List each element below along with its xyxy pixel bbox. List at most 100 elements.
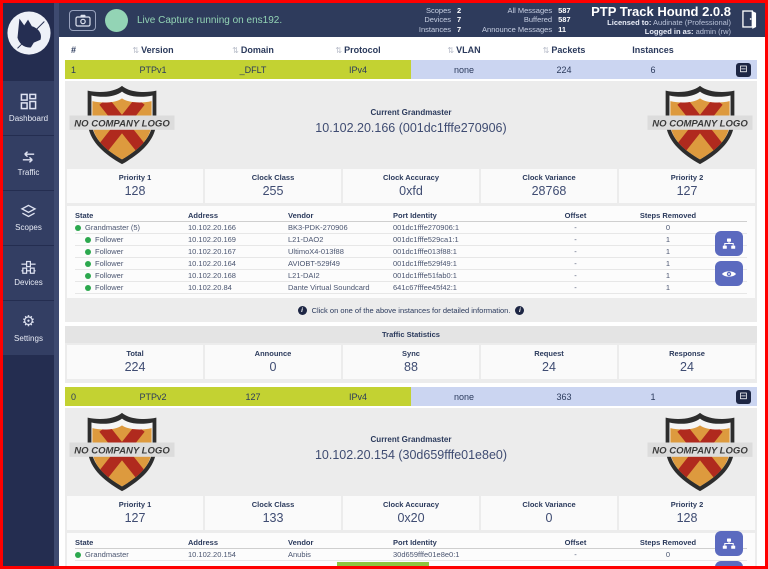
- company-logo-shield: NO COMPANY LOGO: [69, 85, 175, 165]
- stat-label: Buffered: [523, 15, 553, 25]
- header-counts: Scopes 2 Devices 7 Instances 7: [419, 6, 473, 35]
- sidebar-item-settings[interactable]: ⚙ Settings: [3, 301, 54, 356]
- state-table-header: State Address Vendor Port Identity Offset S…: [75, 536, 747, 549]
- stat-label: All Messages: [507, 5, 553, 15]
- stat-value: 7: [457, 24, 462, 34]
- stat-clock-variance: Clock Variance 28768: [481, 169, 617, 203]
- cell-version: PTPv1: [139, 64, 167, 75]
- dashboard-content: # ⇅ Version ⇅ Domain ⇅ Protocol ⇅ VLAN ⇅ Pack…: [59, 37, 765, 566]
- stat-priority1: Priority 1 128: [67, 169, 203, 203]
- stat-label: Scopes: [426, 5, 452, 15]
- header-message-counts: All Messages 587 Buffered 587 Announce Mes…: [482, 6, 574, 35]
- stat-priority2: Priority 2 128: [619, 496, 755, 530]
- instances-hint: i Click on one of the above instances fo…: [65, 298, 757, 322]
- state-row-grandmaster[interactable]: Grandmaster (5) 10.102.20.166 BK3-PDK-270…: [75, 222, 747, 234]
- stat-announce: Announce 0: [205, 345, 341, 379]
- sort-icon: ⇅: [447, 46, 455, 55]
- cell-protocol: IPv4: [348, 391, 367, 402]
- sidebar-item-scopes[interactable]: Scopes: [3, 191, 54, 246]
- screenshot-button[interactable]: [69, 9, 96, 31]
- stat-clock-variance: Clock Variance 0: [481, 496, 617, 530]
- cell-domain: 127: [245, 391, 261, 402]
- cell-packets: 224: [556, 64, 572, 75]
- stat-clock-class: Clock Class 133: [205, 496, 341, 530]
- grandmaster-value: 10.102.20.154 (30d659fffe01e8e0): [314, 448, 508, 462]
- watch-button[interactable]: [715, 261, 743, 286]
- state-row-follower[interactable]: Follower 10.102.20.168 L21-DAI2 001dc1fff…: [75, 270, 747, 282]
- sidebar-item-traffic[interactable]: Traffic: [3, 136, 54, 191]
- state-row-follower[interactable]: Follower 10.102.20.169 L21-DAO2 001dc1fff…: [75, 234, 747, 246]
- column-header-packets[interactable]: ⇅ Packets: [542, 45, 586, 55]
- sidebar-item-label: Traffic: [17, 167, 40, 177]
- cell-num: 0: [71, 391, 77, 402]
- stat-total: Total 224: [67, 345, 203, 379]
- sidebar-item-label: Settings: [14, 333, 43, 343]
- cell-packets: 363: [556, 391, 572, 402]
- license-info: Licensed to: Audinate (Professional): [607, 17, 731, 27]
- app-logo[interactable]: [3, 3, 54, 81]
- instance-detail-ptpv2: NO COMPANY LOGO NO COMPANY LOGO Current …: [65, 408, 757, 566]
- traffic-statistics: Traffic Statistics Total 224 Announce 0 Sy…: [65, 326, 757, 383]
- stat-priority1: Priority 1 127: [67, 496, 203, 530]
- state-row-follower[interactable]: Follower 10.102.20.167 UltimoX4-013f88 00…: [75, 246, 747, 258]
- logout-door-icon: [742, 9, 757, 29]
- status-dot: [85, 284, 91, 291]
- sidebar-item-dashboard[interactable]: Dashboard: [3, 81, 54, 136]
- instance-detail-ptpv1: NO COMPANY LOGO NO COMPANY LOGO Current …: [65, 81, 757, 322]
- stat-value: 7: [457, 15, 462, 25]
- status-dot: [85, 272, 91, 279]
- app-title: PTP Track Hound 2.0.8: [591, 3, 731, 19]
- cell-domain: _DFLT: [239, 64, 267, 75]
- logout-button[interactable]: [740, 9, 759, 32]
- traffic-arrows-icon: [22, 150, 35, 163]
- sort-icon: ⇅: [232, 46, 239, 55]
- column-header-vlan[interactable]: ⇅ VLAN: [447, 45, 481, 55]
- state-table: State Address Vendor Port Identity Offset S…: [67, 533, 755, 566]
- instance-row-ptpv1[interactable]: 1 PTPv1 _DFLT IPv4 none 224 6 ⊟: [65, 60, 757, 79]
- collapse-button[interactable]: ⊟: [736, 389, 751, 404]
- stat-request: Request 24: [481, 345, 617, 379]
- hound-logo-icon: [6, 11, 51, 55]
- state-row-follower[interactable]: Follower 10.102.20.164 AVIOBT-529f49 001d…: [75, 258, 747, 270]
- sidebar-item-label: Devices: [14, 277, 43, 287]
- grandmaster-zone: NO COMPANY LOGO NO COMPANY LOGO Current …: [65, 81, 757, 169]
- stat-response: Response 24: [619, 345, 755, 379]
- grandmaster-value: 10.102.20.166 (001dc1fffe270906): [315, 121, 507, 135]
- company-logo-shield: NO COMPANY LOGO: [69, 412, 175, 492]
- cell-vlan: none: [453, 64, 475, 75]
- grandmaster-label: Current Grandmaster: [370, 435, 452, 444]
- hierarchy-icon: [722, 538, 736, 549]
- column-header-protocol[interactable]: ⇅ Protocol: [335, 45, 381, 55]
- stat-label: Devices: [424, 15, 452, 25]
- stat-clock-accuracy: Clock Accuracy 0x20: [343, 496, 479, 530]
- devices-icon: [21, 260, 36, 274]
- status-dot: [75, 224, 81, 231]
- svg-text:NO COMPANY LOGO: NO COMPANY LOGO: [74, 118, 170, 129]
- stat-value: 587: [558, 5, 571, 15]
- logged-in-info: Logged in as: admin (rw): [644, 26, 731, 36]
- sidebar-item-label: Scopes: [15, 223, 42, 232]
- cell-num: 1: [71, 64, 77, 75]
- company-logo-shield: NO COMPANY LOGO: [647, 85, 753, 165]
- watch-button[interactable]: [715, 561, 743, 566]
- app-title-block: PTP Track Hound 2.0.8 Licensed to: Audin…: [591, 5, 731, 36]
- sidebar-item-devices[interactable]: Devices: [3, 246, 54, 301]
- state-row-follower[interactable]: Follower 10.102.20.84 Dante Virtual Sound…: [75, 282, 747, 294]
- state-row-grandmaster[interactable]: Grandmaster 10.102.20.154 Anubis 30d659ff…: [75, 549, 747, 561]
- column-header-domain[interactable]: ⇅ Domain: [232, 45, 274, 55]
- instance-row-ptpv2[interactable]: 0 PTPv2 127 IPv4 none 363 1 ⊟: [65, 387, 757, 406]
- grandmaster-zone: NO COMPANY LOGO NO COMPANY LOGO Current …: [65, 408, 757, 496]
- svg-text:NO COMPANY LOGO: NO COMPANY LOGO: [652, 445, 748, 456]
- settings-gear-icon: ⚙: [21, 312, 36, 330]
- sidebar-item-label: Dashboard: [8, 114, 49, 123]
- status-dot: [75, 551, 81, 558]
- stat-clock-class: Clock Class 255: [205, 169, 341, 203]
- topology-button[interactable]: [715, 531, 743, 556]
- company-logo-shield: NO COMPANY LOGO: [647, 412, 753, 492]
- collapse-button[interactable]: ⊟: [736, 62, 751, 77]
- topology-button[interactable]: [715, 231, 743, 256]
- column-header-version[interactable]: ⇅ Version: [132, 45, 174, 55]
- instance-actions: [715, 531, 743, 566]
- hierarchy-icon: [722, 238, 736, 249]
- column-header-instances: Instances: [632, 45, 674, 55]
